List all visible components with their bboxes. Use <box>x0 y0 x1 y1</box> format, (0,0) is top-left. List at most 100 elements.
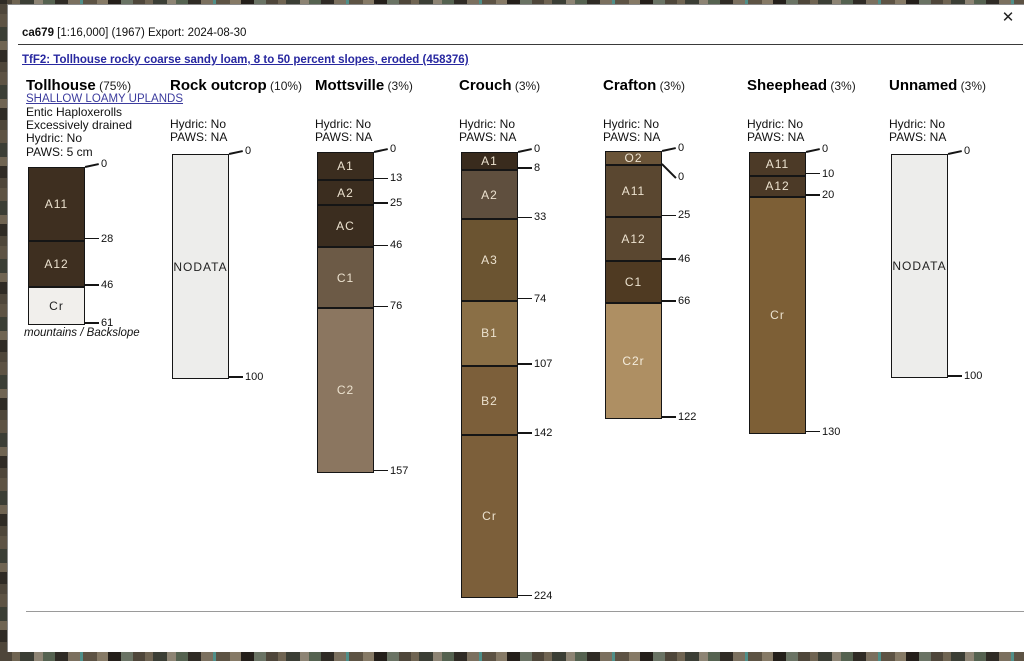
horizon-segment-a1: A1 <box>318 153 373 180</box>
depth-label: 46 <box>101 278 114 291</box>
depth-tick <box>661 300 676 302</box>
info-line: Excessively drained <box>26 118 133 133</box>
info-line: Hydric: No <box>26 131 83 146</box>
info-line: Hydric: No <box>747 117 804 131</box>
horizon-segment-cr: Cr <box>750 196 805 433</box>
close-icon[interactable]: ✕ <box>1001 9 1015 26</box>
bottom-divider <box>26 611 1024 612</box>
profile-bar: O2 A11 A12 C1 C2r <box>605 151 662 420</box>
component-column-tollhouse: Tollhouse (75%) SHALLOW LOAMY UPLANDS Enti… <box>22 77 183 622</box>
component-title: Sheephead (3%) <box>747 77 856 95</box>
depth-label: 0 <box>822 143 829 155</box>
depth-tick <box>805 148 820 153</box>
depth-label: 107 <box>534 357 553 370</box>
depth-label: 0 <box>678 171 685 184</box>
component-percent: (3%) <box>656 79 685 93</box>
horizon-segment-cr: Cr <box>29 285 84 325</box>
horizon-segment-a11: A11 <box>750 153 805 175</box>
horizon-segment-a2: A2 <box>462 168 517 219</box>
info-line: PAWS: NA <box>315 130 373 145</box>
depth-tick <box>805 172 820 175</box>
info-line: Hydric: No <box>315 117 372 131</box>
depth-tick <box>84 237 99 240</box>
soil-profile-popup: ✕ ca679 [1:16,000] (1967) Export: 2024-0… <box>7 4 1024 652</box>
depth-tick <box>661 147 676 152</box>
depth-tick <box>805 430 820 433</box>
depth-label: 20 <box>822 189 835 201</box>
info-line: PAWS: NA <box>170 130 228 145</box>
depth-label: 130 <box>822 425 841 438</box>
horizon-segment-c2r: C2r <box>606 301 661 419</box>
depth-tick <box>517 432 532 434</box>
component-title: Crafton (3%) <box>603 77 685 95</box>
depth-label: 100 <box>964 370 983 382</box>
profile-bar: NODATA <box>891 154 948 378</box>
profile-bar: A11 A12 Cr <box>28 167 85 326</box>
horizon-segment-c1: C1 <box>318 246 373 308</box>
component-column-crouch: Crouch (3%) Hydric: No PAWS: NA A1 A2 A3 B1 B2 C… <box>455 77 597 622</box>
depth-label: 74 <box>534 292 547 305</box>
horizon-segment-a3: A3 <box>462 218 517 300</box>
depth-label: 25 <box>678 209 691 222</box>
depth-tick <box>517 216 532 219</box>
depth-tick <box>947 375 962 377</box>
depth-label: 76 <box>390 300 403 313</box>
depth-label: 33 <box>534 211 547 224</box>
depth-label: 224 <box>534 589 553 602</box>
depth-label: 0 <box>534 143 541 155</box>
component-name: Sheephead <box>747 77 828 94</box>
component-info: Entic Haploxerolls Excessively drained Hyd… <box>26 105 133 159</box>
component-column-unnamed: Unnamed (3%) Hydric: No PAWS: NA NODATA 0 100 <box>885 77 1024 622</box>
depth-tick <box>84 322 99 324</box>
component-info: Hydric: No PAWS: NA <box>315 117 373 145</box>
info-line: PAWS: 5 cm <box>26 144 93 159</box>
depth-label: 28 <box>101 232 114 245</box>
profile-bar: A1 A2 A3 B1 B2 Cr <box>461 152 518 598</box>
depth-label: 0 <box>245 145 252 157</box>
horizon-segment-a12: A12 <box>750 174 805 196</box>
component-title: Tollhouse (75%) <box>26 77 131 95</box>
depth-tick <box>660 162 677 178</box>
depth-tick <box>228 150 243 155</box>
survey-meta: [1:16,000] (1967) Export: 2024-08-30 <box>53 27 247 39</box>
depth-tick <box>373 469 388 472</box>
depth-label: 0 <box>678 142 685 154</box>
component-percent: (3%) <box>511 79 541 93</box>
depth-tick <box>517 297 532 300</box>
ecosite-link[interactable]: SHALLOW LOAMY UPLANDS <box>26 93 184 105</box>
component-name: Unnamed <box>889 77 958 94</box>
depth-tick <box>661 258 676 260</box>
landform-footer: mountains / Backslope <box>24 327 140 339</box>
horizon-segment-b2: B2 <box>462 364 517 435</box>
info-line: Hydric: No <box>603 117 660 131</box>
map-background-bottom[interactable] <box>0 652 1024 661</box>
depth-label: 157 <box>390 464 409 477</box>
horizon-segment-a12: A12 <box>606 216 661 261</box>
depth-label: 10 <box>822 167 835 180</box>
depth-tick <box>373 148 388 153</box>
component-info: Hydric: No PAWS: NA <box>889 117 946 144</box>
info-line: Hydric: No <box>459 117 516 131</box>
component-title: Crouch (3%) <box>459 77 540 95</box>
horizon-segment-a11: A11 <box>606 164 661 217</box>
depth-label: 46 <box>390 239 403 252</box>
depth-tick <box>228 376 243 378</box>
component-percent: (3%) <box>957 79 987 93</box>
profile-bar: NODATA <box>172 154 229 379</box>
map-background-top[interactable] <box>0 0 1024 4</box>
map-background-left[interactable] <box>0 0 7 652</box>
depth-tick <box>805 194 820 196</box>
component-name: Mottsville <box>315 77 385 94</box>
horizon-segment-a12: A12 <box>29 239 84 286</box>
depth-label: 25 <box>390 196 403 209</box>
component-percent: (75%) <box>95 79 132 93</box>
map-unit-link[interactable]: TfF2: Tollhouse rocky coarse sandy loam,… <box>22 54 469 66</box>
horizon-segment-cr: Cr <box>462 434 517 597</box>
info-line: PAWS: NA <box>603 130 661 145</box>
depth-tick <box>373 202 388 204</box>
component-title: Mottsville (3%) <box>315 77 413 95</box>
component-column-mottsville: Mottsville (3%) Hydric: No PAWS: NA A1 A2 AC C… <box>311 77 453 622</box>
info-line: Entic Haploxerolls <box>26 105 123 119</box>
depth-label: 0 <box>964 145 971 157</box>
depth-tick <box>517 148 532 153</box>
